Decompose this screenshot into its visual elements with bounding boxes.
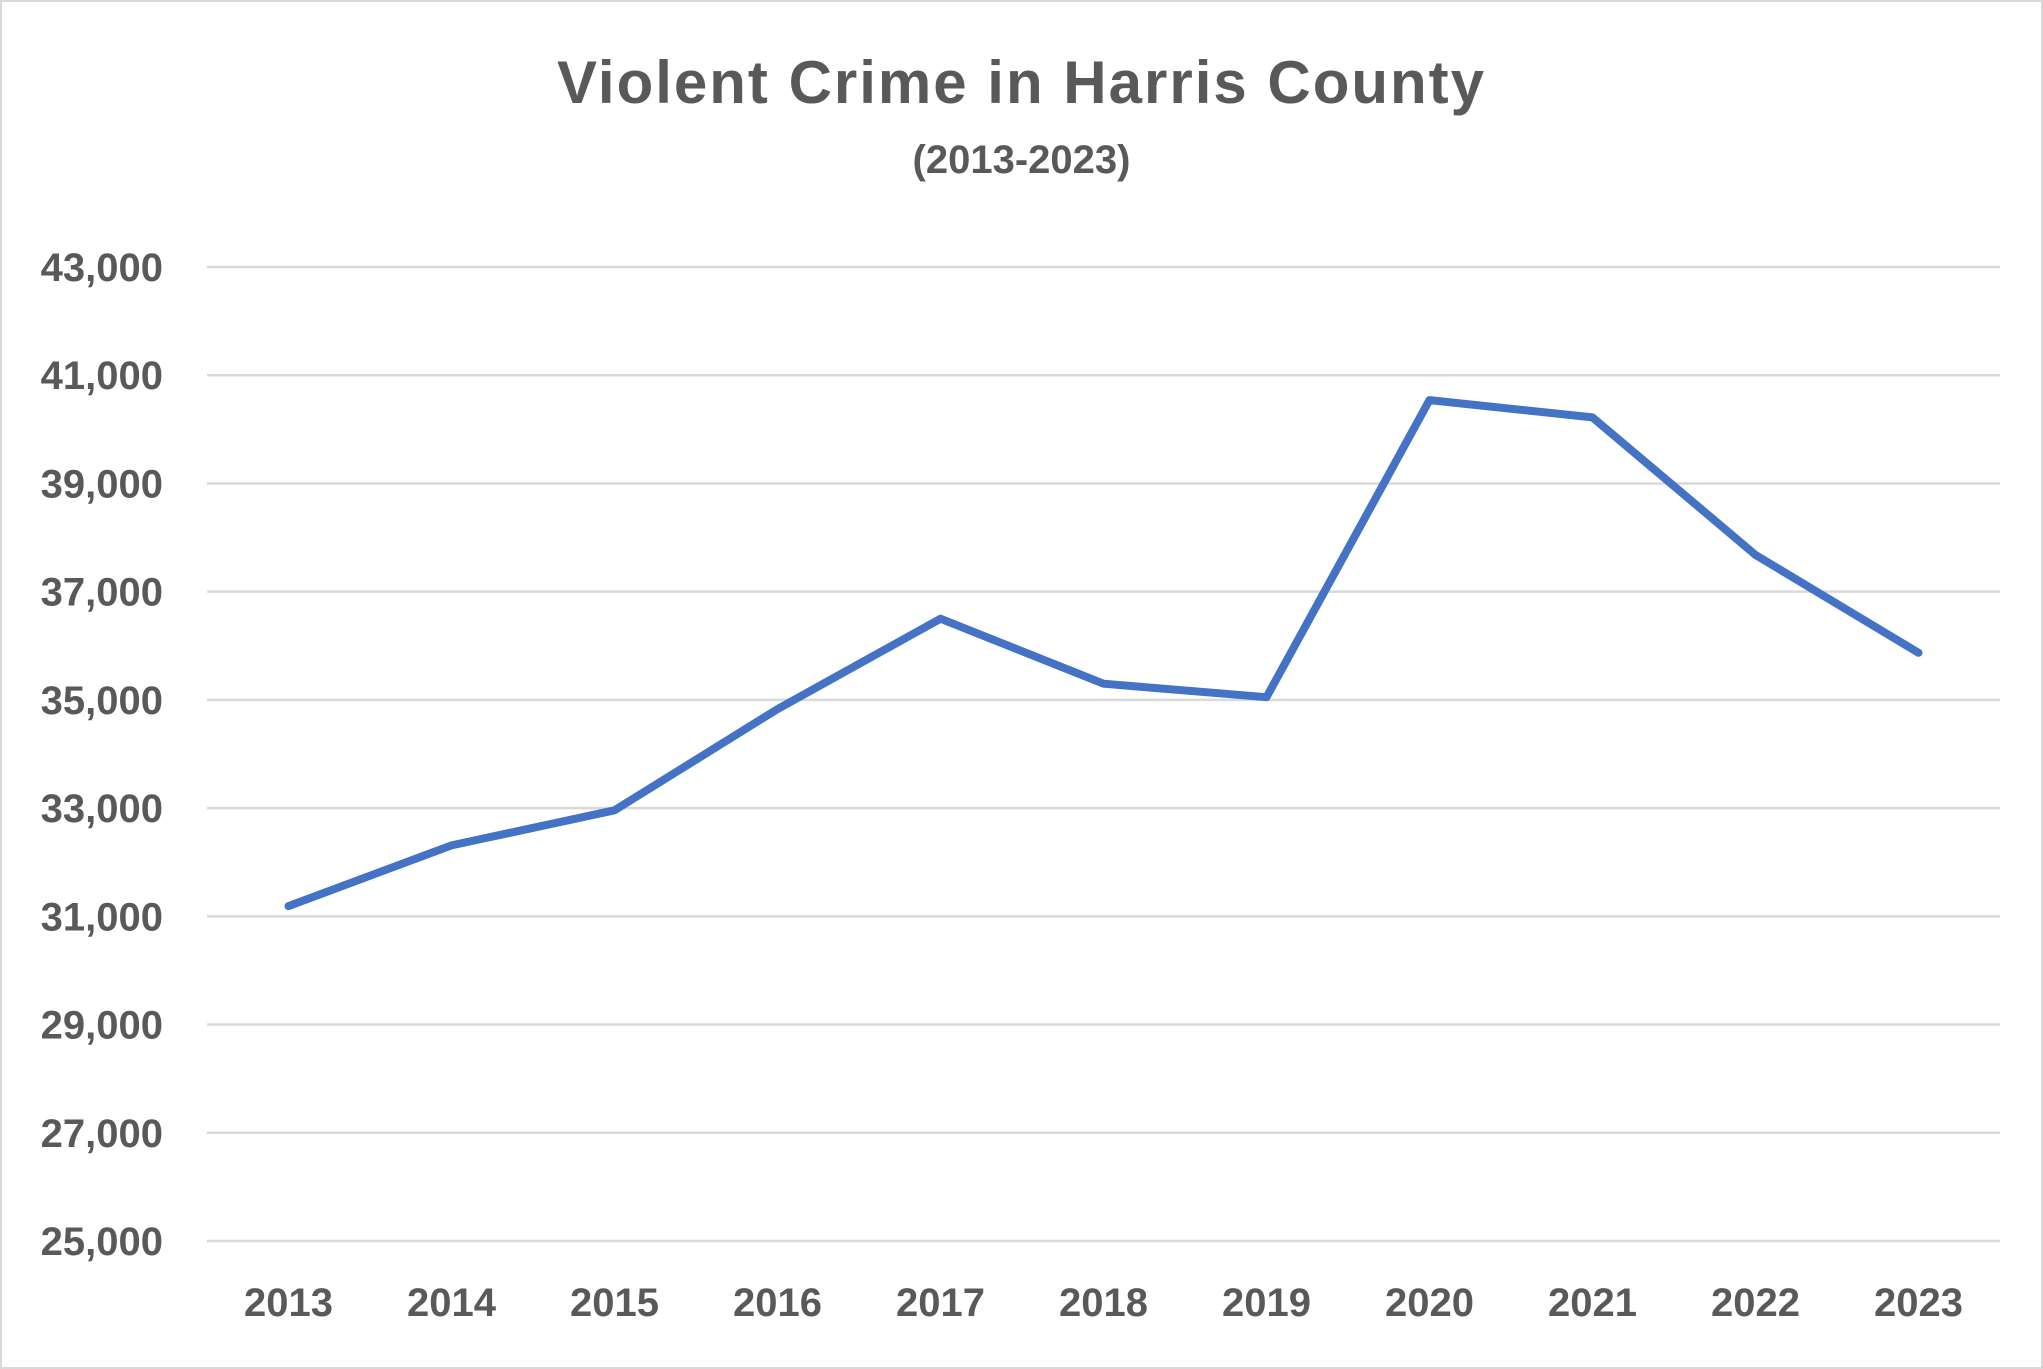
x-axis-labels: 2013 2014 2015 2016 2017 2018 2019 2020 2021 2022… — [244, 1281, 1963, 1325]
x-tick-label: 2022 — [1711, 1281, 1800, 1325]
chart-title: Violent Crime in Harris County — [556, 49, 1487, 116]
x-tick-label: 2020 — [1385, 1281, 1474, 1325]
x-tick-label: 2018 — [1059, 1281, 1148, 1325]
x-tick-label: 2013 — [244, 1281, 333, 1325]
chart-subtitle: (2013-2023) — [912, 138, 1131, 182]
y-tick-label: 31,000 — [41, 895, 163, 939]
x-tick-label: 2016 — [733, 1281, 822, 1325]
x-tick-label: 2019 — [1222, 1281, 1311, 1325]
y-tick-label: 35,000 — [41, 679, 163, 723]
y-tick-label: 41,000 — [41, 354, 163, 398]
y-tick-label: 39,000 — [41, 462, 163, 506]
gridlines — [207, 265, 2000, 1243]
y-tick-label: 33,000 — [41, 787, 163, 831]
x-tick-label: 2015 — [570, 1281, 659, 1325]
x-tick-label: 2017 — [896, 1281, 985, 1325]
y-tick-label: 37,000 — [41, 571, 163, 615]
series-line — [284, 396, 1923, 911]
x-tick-label: 2023 — [1874, 1281, 1963, 1325]
x-tick-label: 2021 — [1548, 1281, 1637, 1325]
y-tick-label: 25,000 — [41, 1220, 163, 1264]
x-tick-label: 2014 — [407, 1281, 497, 1325]
y-axis-labels: 25,000 27,000 29,000 31,000 33,000 35,000 37,0… — [41, 246, 163, 1264]
y-tick-label: 43,000 — [41, 246, 163, 290]
y-tick-label: 27,000 — [41, 1112, 163, 1156]
y-tick-label: 29,000 — [41, 1004, 163, 1048]
